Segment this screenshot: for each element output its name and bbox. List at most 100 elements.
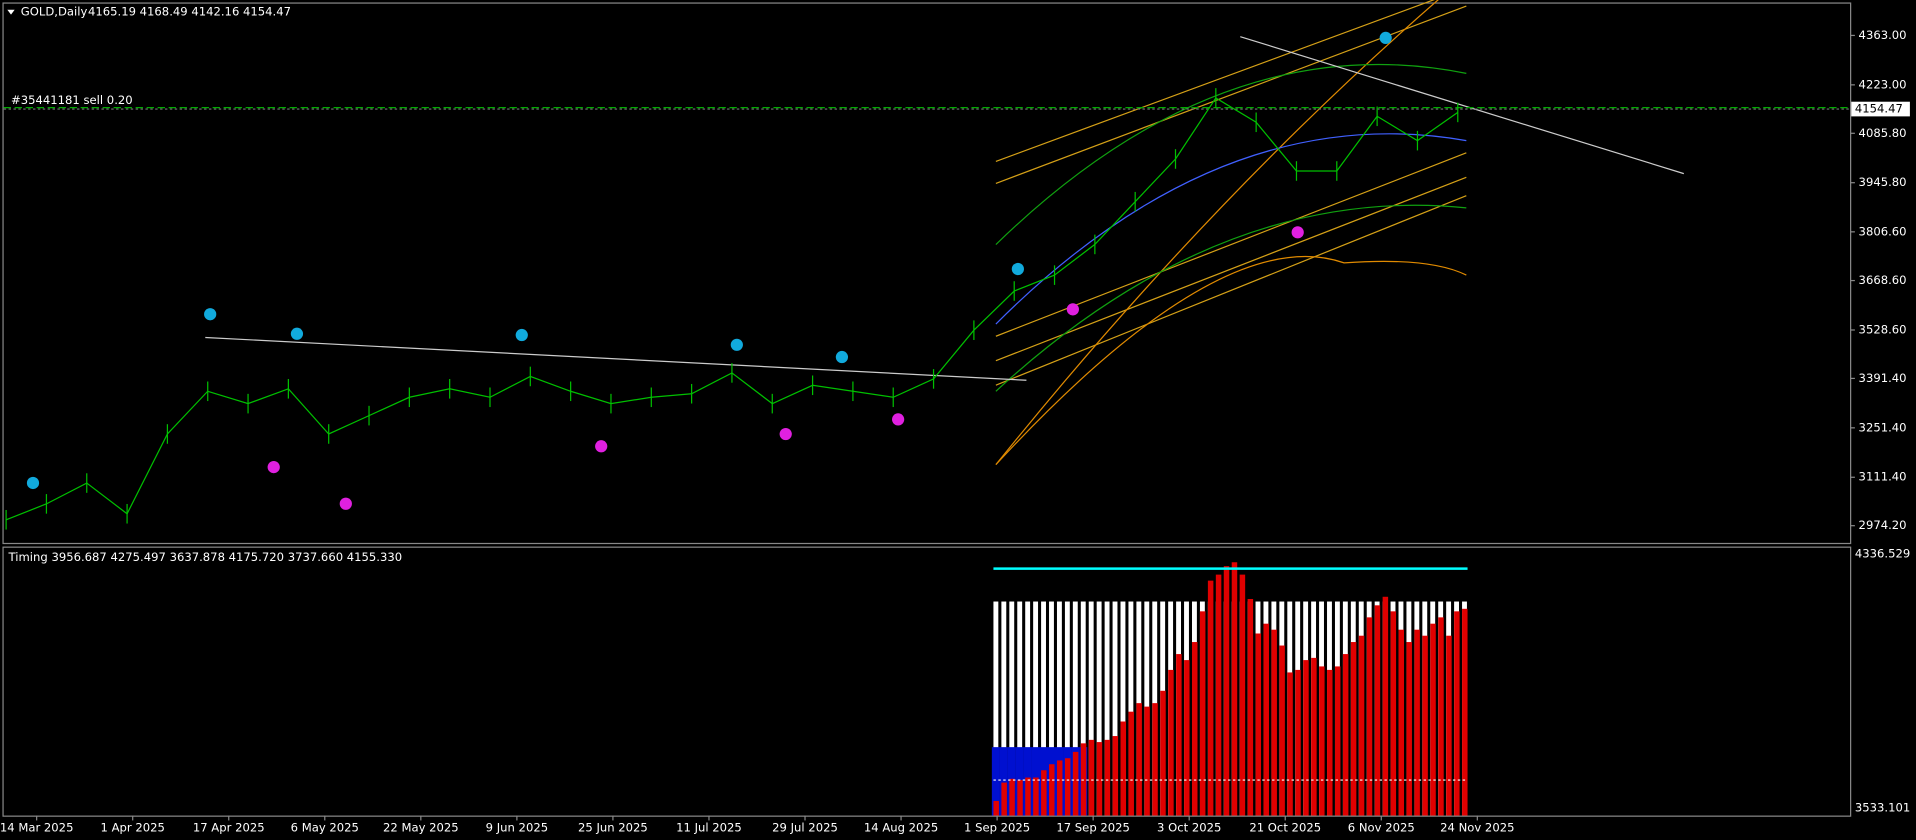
red-bar	[1192, 642, 1198, 816]
red-bar	[1009, 778, 1015, 816]
y-tick-label: 3251.40	[1859, 420, 1907, 434]
white-bar	[1017, 601, 1023, 816]
white-bar	[1025, 601, 1031, 816]
x-tick-label: 21 Oct 2025	[1249, 820, 1321, 834]
blue-bar	[991, 747, 1000, 816]
x-tick-label: 14 Aug 2025	[864, 820, 938, 834]
ohlc: 4165.19 4168.49 4142.16 4154.47	[88, 5, 291, 19]
red-bar	[1080, 743, 1087, 816]
white-bar	[1104, 601, 1110, 816]
menu-triangle[interactable]	[7, 9, 15, 15]
main-panel	[2, 2, 1852, 545]
white-bar	[1120, 601, 1126, 816]
indicator-panel	[2, 546, 1852, 817]
white-bar	[1064, 601, 1070, 816]
red-bar	[1255, 633, 1262, 816]
red-bar	[993, 800, 999, 816]
y-tick-label: 3391.40	[1859, 371, 1907, 385]
price-box	[1851, 101, 1910, 117]
red-bar	[1033, 777, 1039, 816]
indicator-title: Timing 3956.687 4275.497 3637.878 4175.7…	[8, 550, 403, 564]
x-tick-label: 29 Jul 2025	[772, 820, 838, 834]
x-tick-label: 17 Sep 2025	[1056, 820, 1130, 834]
x-tick-label: 22 May 2025	[383, 820, 459, 834]
red-bar	[1176, 654, 1182, 816]
red-bar	[1041, 770, 1047, 816]
y-tick-label: 4336.529	[1855, 546, 1910, 560]
white-bar	[1128, 601, 1134, 816]
red-bar	[1160, 690, 1166, 816]
price-label: 4154.47	[1855, 102, 1903, 116]
down-arrow	[1291, 226, 1304, 239]
red-bar	[1295, 669, 1301, 816]
y-tick-label: 3668.60	[1859, 273, 1907, 287]
white-bar	[1049, 601, 1054, 816]
white-bar	[1041, 601, 1046, 816]
y-tick-label: 3111.40	[1859, 470, 1907, 484]
red-bar	[1049, 764, 1055, 816]
signal-arrows	[26, 31, 1392, 510]
red-bar	[1096, 742, 1103, 816]
red-bar	[1271, 629, 1277, 816]
red-bar	[1414, 629, 1420, 816]
white-bar	[1112, 601, 1118, 816]
red-bar	[1144, 706, 1150, 816]
x-tick-label: 1 Sep 2025	[964, 820, 1030, 834]
x-tick-label: 6 Nov 2025	[1348, 820, 1415, 834]
red-bar	[1168, 669, 1174, 816]
x-tick-label: 9 Jun 2025	[486, 820, 548, 834]
red-bar	[1128, 711, 1134, 816]
red-bar	[1462, 608, 1468, 816]
red-bar	[1374, 605, 1381, 816]
down-arrow	[1066, 303, 1079, 316]
red-bar	[1215, 574, 1222, 816]
up-arrow	[1011, 262, 1024, 276]
red-bar	[1358, 635, 1365, 816]
x-tick-label: 25 Jun 2025	[578, 820, 648, 834]
white-bar	[1009, 601, 1015, 816]
red-bar	[1406, 642, 1412, 816]
red-bar	[1120, 721, 1127, 816]
red-bar	[1350, 642, 1357, 816]
red-bar	[1430, 623, 1436, 816]
red-bar	[1366, 617, 1373, 816]
down-arrow	[267, 460, 280, 474]
red-bar	[1319, 666, 1325, 816]
red-bar	[1136, 703, 1142, 816]
y-tick-label: 4223.00	[1859, 77, 1907, 91]
red-bar	[1454, 611, 1460, 816]
red-bar	[1342, 654, 1349, 816]
white-bar	[1072, 601, 1078, 816]
down-arrow	[339, 497, 352, 510]
y-tick-label: 4085.80	[1859, 126, 1907, 140]
red-bar	[1311, 657, 1317, 816]
red-bar	[1017, 780, 1023, 816]
red-bar	[1112, 736, 1119, 816]
white-bar	[1001, 601, 1007, 816]
red-bar	[1239, 574, 1246, 816]
red-bar	[1279, 645, 1285, 816]
red-bar	[1223, 566, 1230, 816]
red-bar	[1072, 751, 1079, 816]
up-arrow	[515, 328, 528, 342]
white-bar	[1096, 601, 1102, 816]
red-bar	[1056, 760, 1063, 816]
red-bar	[1327, 669, 1333, 816]
red-bar	[1207, 580, 1214, 816]
up-arrow	[1379, 31, 1392, 45]
red-bar	[1438, 617, 1444, 816]
red-bar	[1334, 666, 1341, 816]
up-arrow	[26, 476, 40, 490]
y-tick-label: 3945.80	[1859, 175, 1907, 189]
red-bar	[1152, 703, 1158, 816]
red-bar	[1199, 611, 1206, 816]
x-tick-label: 14 Mar 2025	[0, 820, 73, 834]
y-tick-label: 3533.101	[1855, 801, 1910, 815]
x-tick-label: 6 May 2025	[291, 820, 359, 834]
red-bar	[1104, 739, 1111, 816]
up-arrow	[204, 308, 217, 321]
x-tick-label: 1 Apr 2025	[101, 820, 165, 834]
red-bar	[1184, 660, 1190, 816]
